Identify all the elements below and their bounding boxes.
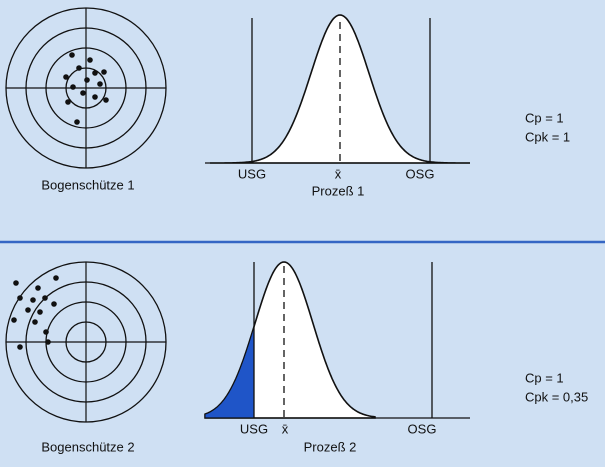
hits <box>63 52 109 125</box>
target <box>5 7 167 169</box>
bell-curve <box>210 14 470 164</box>
archer-label: Bogenschütze 1 <box>41 177 134 192</box>
mean-label: x̄ <box>282 421 289 436</box>
cp-label: Cp = 1 <box>525 370 564 385</box>
cpk-label: Cpk = 0,35 <box>525 389 588 404</box>
process-label: Prozeß 2 <box>304 439 357 454</box>
mean-label: x̄ <box>335 166 342 181</box>
target <box>5 261 167 423</box>
cpk-label: Cpk = 1 <box>525 129 570 144</box>
lower-limit-label: USG <box>240 421 268 436</box>
panel-2: Bogenschütze 2 USG x̄ OSG Prozeß 2 Cp = … <box>5 261 588 454</box>
lower-limit-label: USG <box>238 166 266 181</box>
process-label: Prozeß 1 <box>312 183 365 198</box>
archer-label: Bogenschütze 2 <box>41 439 134 454</box>
cp-label: Cp = 1 <box>525 110 564 125</box>
panel-1: Bogenschütze 1 USG x̄ OSG Prozeß 1 Cp = … <box>5 7 570 198</box>
out-of-spec-area <box>204 326 255 419</box>
hits <box>11 275 59 350</box>
upper-limit-label: OSG <box>408 421 437 436</box>
distribution <box>204 261 376 419</box>
upper-limit-label: OSG <box>406 166 435 181</box>
distribution <box>210 14 470 164</box>
